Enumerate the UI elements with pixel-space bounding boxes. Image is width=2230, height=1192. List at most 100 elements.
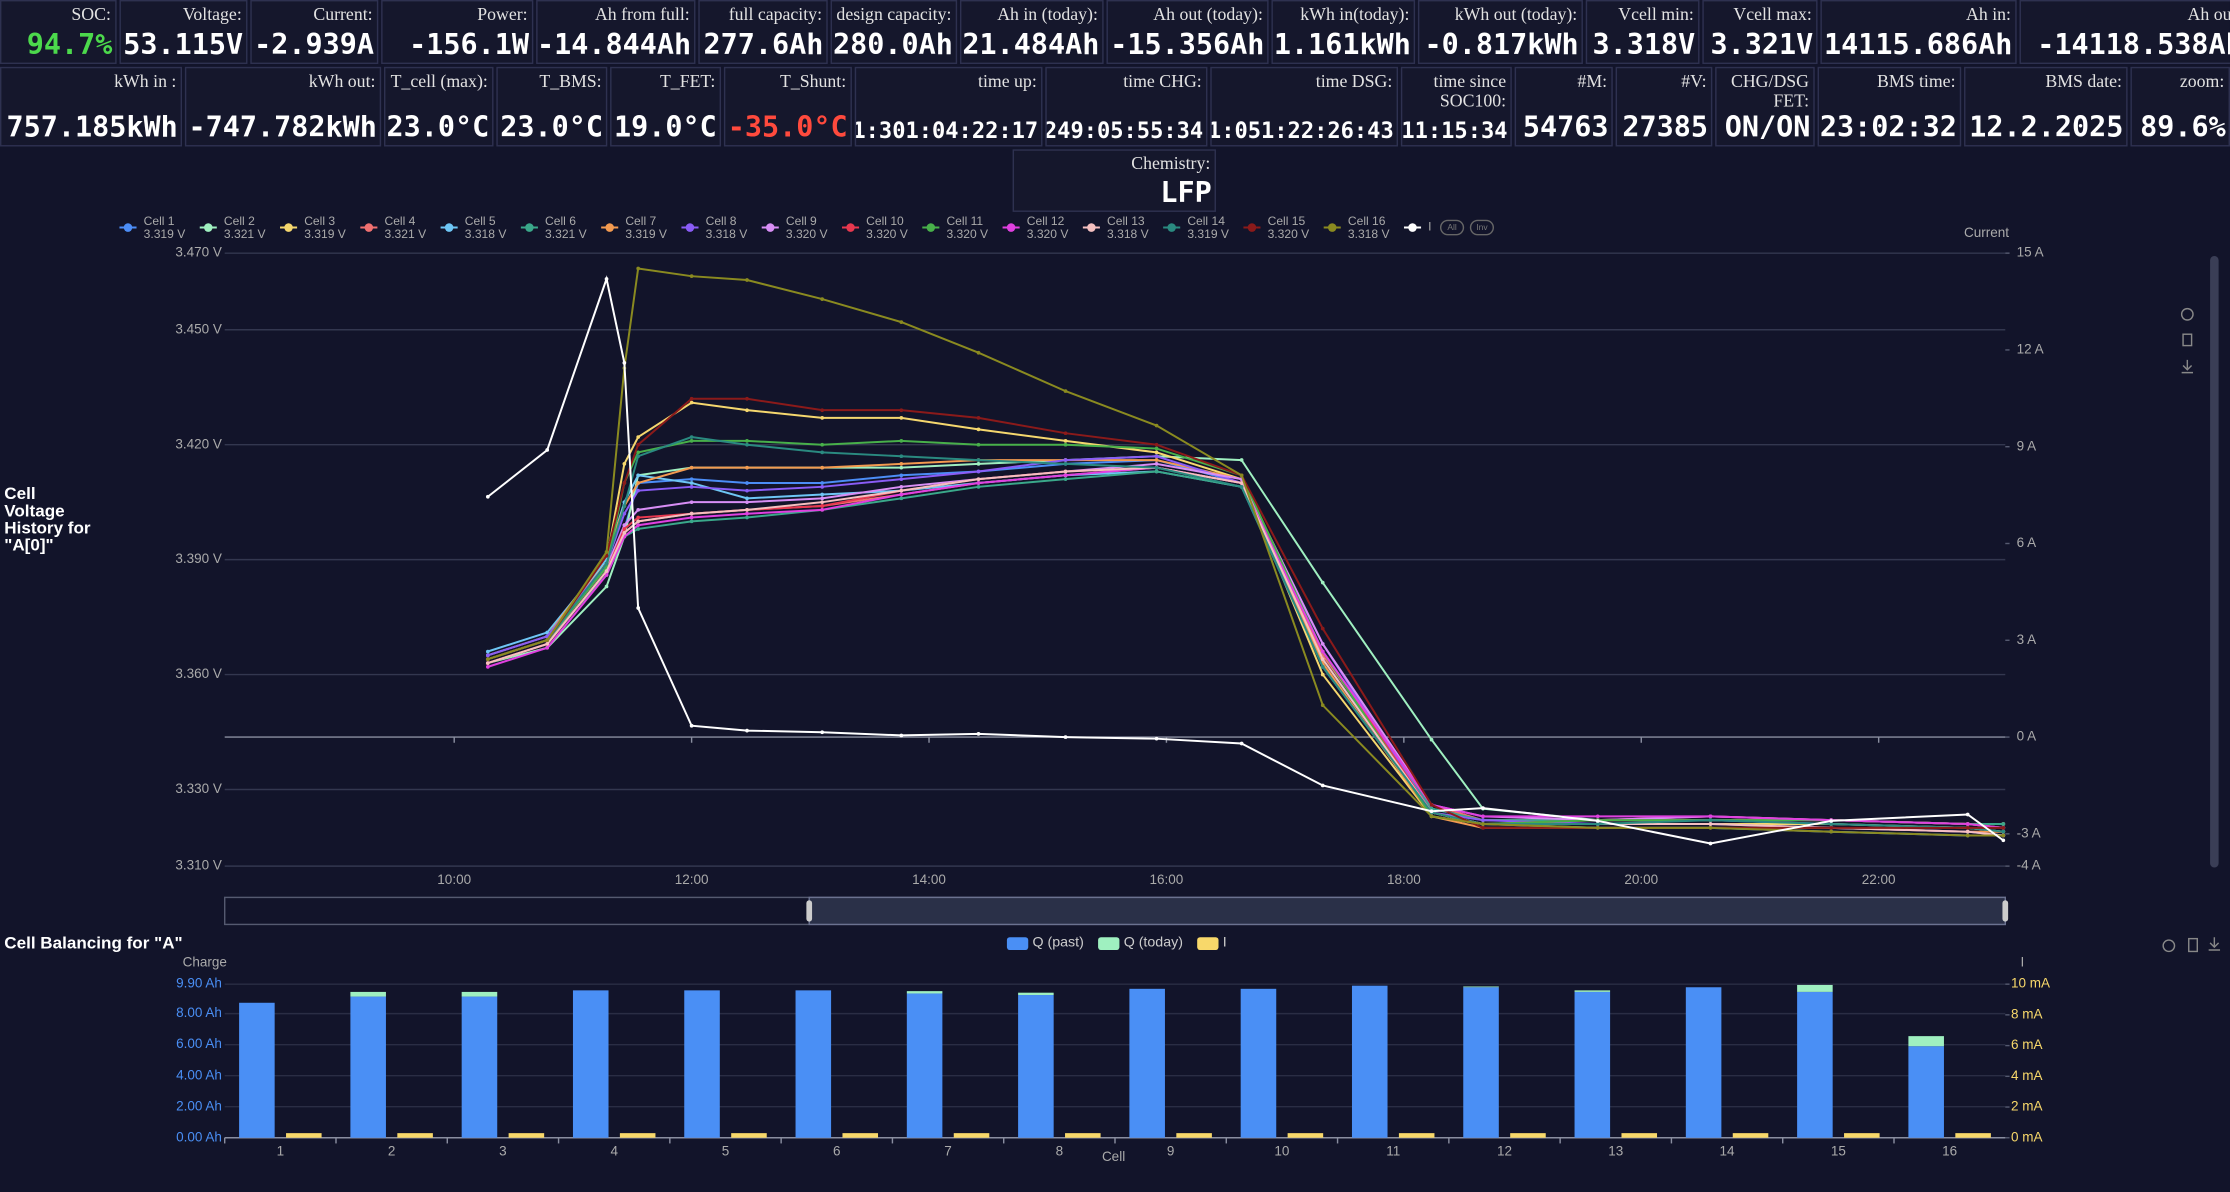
button-label: Inv	[1476, 222, 1488, 232]
legend-item[interactable]: Cell 153.320 V	[1243, 214, 1309, 241]
point	[745, 507, 749, 512]
point	[1239, 458, 1244, 462]
scrollbar[interactable]	[2210, 255, 2219, 868]
data-view-icon[interactable]	[2182, 333, 2193, 347]
legend-item[interactable]: I	[1197, 935, 1227, 951]
button-label: All	[1447, 222, 1457, 232]
tile-value: ON/ON	[1724, 109, 1811, 144]
legend-marker	[1087, 223, 1096, 232]
legend-item[interactable]: Cell 83.318 V	[681, 214, 747, 241]
x-tick-label: 4	[610, 1144, 618, 1159]
tile-value: -747.782kWh	[188, 109, 377, 144]
legend-item[interactable]: Cell 93.320 V	[761, 214, 828, 241]
tile-value: 3.318V	[1592, 27, 1696, 62]
tile-label: Ah in (today):	[997, 4, 1098, 25]
point	[1595, 822, 1600, 826]
zoom-handle[interactable]	[806, 900, 813, 922]
legend-item[interactable]: Cell 103.320 V	[842, 214, 908, 241]
zoom-handle[interactable]	[2002, 900, 2009, 922]
legend-item[interactable]: Cell 133.318 V	[1082, 214, 1149, 241]
tile-value: 19.0°C	[614, 109, 717, 144]
status-tile: time up: 1:301:04:22:17	[854, 66, 1043, 147]
point	[820, 465, 825, 470]
legend-item[interactable]: Cell 113.320 V	[922, 214, 988, 241]
legend-item[interactable]: I	[1403, 220, 1432, 234]
legend-item[interactable]: Cell 123.320 V	[1002, 214, 1069, 241]
point	[1063, 389, 1068, 393]
point	[745, 439, 749, 443]
legend-item[interactable]: Cell 13.319 V	[119, 214, 185, 241]
point	[899, 465, 904, 470]
legend-item[interactable]: Cell 43.321 V	[360, 214, 426, 241]
tile-label: T_Shunt:	[780, 71, 847, 92]
legend-label: Cell 4	[384, 214, 415, 228]
tile-label: Ah out:	[2187, 4, 2230, 25]
legend-marker	[1247, 223, 1257, 232]
series-line	[487, 267, 2004, 837]
point	[1708, 825, 1713, 830]
point	[1829, 825, 1834, 830]
legend-item[interactable]: Q (today)	[1098, 935, 1183, 951]
bar	[906, 993, 943, 1138]
legend-item[interactable]: Cell 53.318 V	[440, 214, 507, 241]
point	[899, 488, 904, 493]
point	[899, 462, 904, 466]
y2-tick-label: 4 mA	[2011, 1068, 2043, 1083]
legend-button[interactable]: All	[1439, 219, 1465, 236]
y2-tick-label: 6 A	[2017, 535, 2037, 550]
legend-item[interactable]: Cell 63.321 V	[520, 214, 587, 241]
bar	[461, 996, 498, 1138]
legend-button[interactable]: Inv	[1469, 219, 1495, 236]
tile-label: Ah from full:	[594, 4, 690, 25]
point	[2001, 822, 2006, 826]
tile-value: 14115.686Ah	[1824, 27, 2013, 62]
status-tile: Ah in (today): 21.484Ah	[959, 0, 1104, 64]
legend-item[interactable]: Q (past)	[1006, 935, 1084, 951]
restore-icon[interactable]	[2162, 939, 2176, 953]
save-icon[interactable]	[2208, 937, 2221, 951]
chemistry-tile: Chemistry: LFP	[1012, 149, 1216, 212]
y2-tick-label: 9 A	[2017, 438, 2037, 453]
zoom-slider-window[interactable]	[808, 896, 2006, 926]
tile-label: kWh out:	[308, 71, 376, 92]
point	[689, 477, 694, 482]
point	[976, 469, 981, 474]
legend-value: 3.319 V	[304, 227, 346, 241]
point	[1429, 814, 1434, 819]
point	[1481, 825, 1485, 830]
data-view-icon[interactable]	[2188, 937, 2198, 953]
tile-value: -35.0°C	[727, 109, 848, 144]
bar	[1463, 986, 1499, 988]
tile-value: 3.321V	[1710, 27, 1814, 62]
save-icon[interactable]	[2181, 359, 2194, 374]
tile-value: -0.817kWh	[1424, 27, 1579, 62]
legend-item[interactable]: Cell 73.319 V	[601, 214, 667, 241]
point	[636, 488, 641, 493]
point	[745, 496, 749, 501]
point	[899, 439, 904, 443]
bar	[619, 1133, 656, 1138]
point	[1708, 822, 1713, 826]
point	[976, 427, 981, 432]
y2-tick-label: 3 A	[2017, 632, 2037, 647]
series-line	[487, 462, 2004, 829]
legend-label: Cell 15	[1268, 214, 1306, 228]
tile-value: 23.0°C	[386, 109, 490, 144]
y-tick-label: 8.00 Ah	[176, 1005, 222, 1020]
y-axis-name: Charge	[183, 954, 227, 969]
point	[636, 507, 641, 512]
legend-item[interactable]: Cell 33.319 V	[280, 214, 346, 241]
tile-label: Current:	[313, 4, 373, 25]
point	[1154, 442, 1159, 447]
restore-icon[interactable]	[2180, 307, 2194, 321]
legend-item[interactable]: Cell 23.321 V	[199, 214, 266, 241]
legend-item[interactable]: Cell 143.319 V	[1163, 214, 1229, 241]
legend-label: I	[1428, 220, 1431, 234]
bar	[1176, 1133, 1212, 1138]
point	[636, 473, 641, 478]
x-tick-label: 2	[388, 1144, 396, 1159]
status-tile: Ah in: 14115.686Ah	[1820, 0, 2017, 64]
point	[1595, 819, 1600, 823]
legend-item[interactable]: Cell 163.318 V	[1323, 214, 1390, 241]
